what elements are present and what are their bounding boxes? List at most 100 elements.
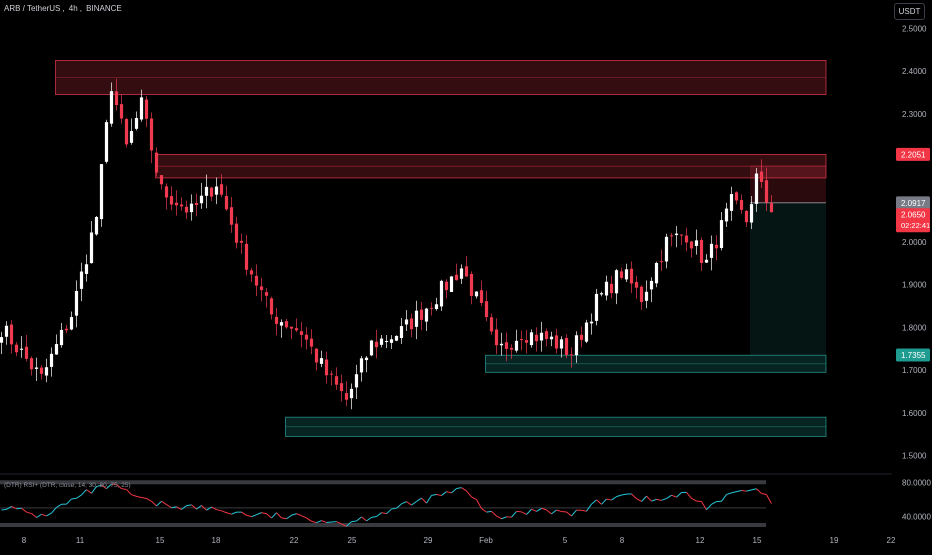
rsi-segment	[182, 506, 187, 510]
currency-button[interactable]: USDT	[894, 3, 925, 20]
rsi-indicator-label[interactable]: (DTR) RSI+ (DTR, close, 14, 30, 80, 75, …	[4, 482, 131, 489]
rsi-segment	[362, 517, 367, 521]
candle-body	[480, 290, 483, 303]
candle-body	[735, 192, 738, 200]
rsi-segment	[527, 509, 532, 514]
candle-body	[150, 118, 153, 150]
rsi-segment	[442, 492, 447, 496]
candle-body	[490, 317, 493, 331]
rsi-segment	[52, 507, 57, 513]
candle-body	[280, 322, 283, 325]
rsi-segment	[282, 518, 287, 519]
exchange-label: BINANCE	[86, 4, 122, 13]
candle-body	[30, 358, 33, 369]
candle-body	[145, 100, 148, 119]
candle-body	[20, 349, 23, 350]
candle-body	[250, 270, 253, 274]
candle-body	[70, 317, 73, 329]
candle-body	[600, 293, 603, 294]
candle-body	[595, 294, 598, 321]
candle-body	[355, 374, 358, 387]
rsi-segment	[572, 510, 577, 516]
rsi-segment	[257, 513, 262, 515]
rsi-segment	[457, 488, 462, 489]
x-tick-label: 22	[887, 536, 896, 545]
rsi-segment	[747, 490, 752, 491]
candle-body	[470, 274, 473, 296]
candle-body	[475, 292, 478, 297]
price-axis[interactable]: 2.50002.40002.30002.20002.10002.00001.90…	[902, 24, 931, 521]
rsi-segment	[752, 489, 757, 490]
rsi-segment	[647, 496, 652, 501]
candle-body	[400, 326, 403, 338]
rsi-segment	[437, 495, 442, 496]
rsi-segment	[582, 510, 587, 511]
y-tick-label: 1.8000	[902, 323, 927, 332]
candle-body	[655, 263, 658, 283]
rsi-segment	[427, 495, 432, 503]
rsi-segment	[242, 512, 247, 515]
candle-body	[730, 194, 733, 211]
rsi-segment	[532, 509, 537, 511]
rsi-segment	[37, 514, 42, 517]
candle-body	[515, 341, 518, 351]
candle-body	[385, 341, 388, 342]
candle-body	[375, 342, 378, 347]
price-tag-value: 2.2051	[901, 150, 926, 159]
candle-body	[580, 335, 583, 340]
price-tag-countdown: 02:22:41	[901, 221, 930, 230]
candle-body	[275, 317, 278, 324]
candle-body	[630, 269, 633, 284]
candle-body	[360, 358, 363, 372]
rsi-segment	[692, 498, 697, 501]
candle-body	[305, 335, 308, 340]
rsi-segment	[302, 516, 307, 518]
candle-body	[135, 118, 138, 129]
candle-body	[680, 235, 683, 236]
price-tag-value: 2.0650	[901, 211, 926, 220]
x-tick-label: 25	[348, 536, 357, 545]
rsi-segment	[392, 508, 397, 509]
candle-body	[40, 368, 43, 374]
rsi-segment	[662, 499, 667, 501]
x-tick-label: 19	[830, 536, 839, 545]
x-tick-label: 8	[620, 536, 625, 545]
rsi-segment	[147, 498, 152, 501]
candle-body	[100, 164, 103, 219]
x-tick-label: 5	[563, 536, 568, 545]
candle-body	[300, 331, 303, 335]
candle-body	[185, 207, 188, 213]
candle-body	[270, 298, 273, 314]
rsi-segment	[727, 493, 732, 495]
rsi-segment	[642, 496, 647, 501]
candle-body	[450, 276, 453, 292]
candle-body	[215, 187, 218, 195]
candle-body	[755, 174, 758, 204]
candle-body	[265, 292, 268, 296]
short-position-tool[interactable]	[750, 165, 826, 355]
candle-body	[640, 287, 643, 302]
candle-body	[410, 318, 413, 329]
candle-body	[590, 322, 593, 324]
rsi-segment	[707, 504, 712, 510]
candle-body	[705, 260, 708, 263]
x-tick-label: 8	[22, 536, 27, 545]
x-tick-label: 15	[753, 536, 762, 545]
rsi-segment	[32, 514, 37, 518]
candle-body	[715, 245, 718, 249]
x-tick-label: 11	[76, 536, 85, 545]
rsi-segment	[72, 498, 77, 499]
candle-body	[225, 196, 228, 209]
candle-body	[575, 335, 578, 355]
candle-body	[200, 196, 203, 204]
rsi-segment	[737, 491, 742, 492]
symbol-header[interactable]: ARB / TetherUS, 4h, BINANCE	[4, 4, 124, 13]
candle-body	[455, 275, 458, 280]
rsi-segment	[192, 505, 197, 509]
x-tick-label: 12	[696, 536, 705, 545]
rsi-segment	[757, 489, 762, 494]
candle-body	[65, 329, 68, 331]
candle-body	[420, 310, 423, 320]
